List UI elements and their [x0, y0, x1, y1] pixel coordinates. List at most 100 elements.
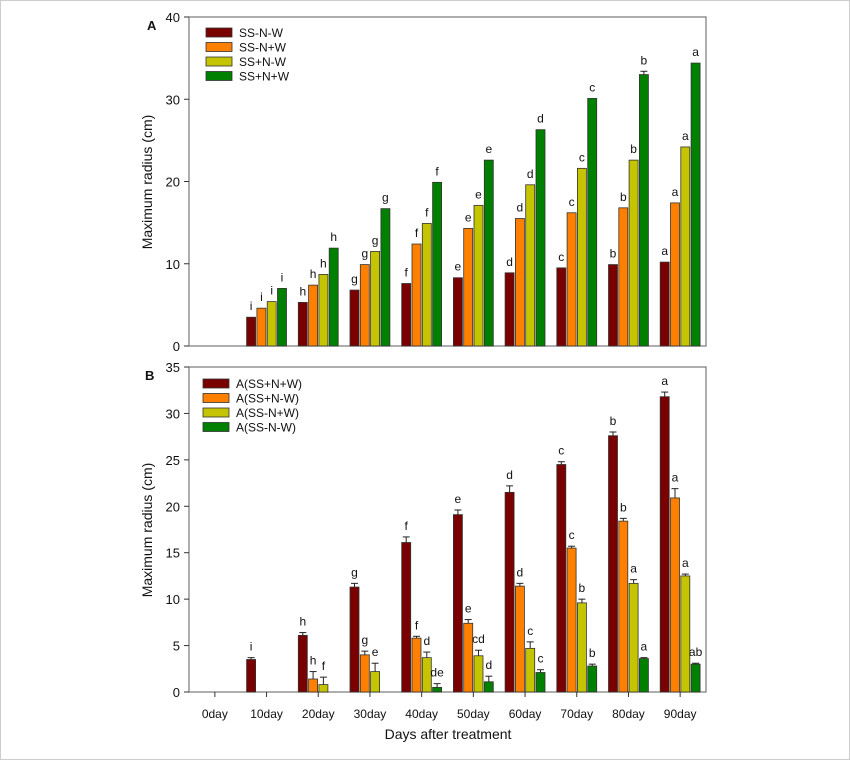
- y-tick-label: 20: [166, 499, 180, 514]
- x-tick-label: 50day: [457, 707, 490, 721]
- bar: [463, 227, 474, 347]
- bar: [452, 514, 463, 693]
- y-tick-label: 30: [166, 92, 180, 107]
- bar: [483, 159, 494, 347]
- bar: [483, 681, 494, 693]
- bar: [535, 129, 546, 347]
- legend-label: A(SS-N+W): [236, 406, 299, 420]
- significance-letter: c: [569, 528, 575, 542]
- bar: [618, 520, 629, 693]
- significance-letter: g: [361, 247, 368, 261]
- significance-letter: b: [620, 190, 627, 204]
- bar: [628, 582, 639, 693]
- significance-letter: f: [405, 519, 409, 533]
- bar: [349, 586, 360, 693]
- legend-swatch: [202, 378, 230, 389]
- bar: [515, 218, 525, 347]
- bar: [680, 146, 691, 347]
- significance-letter: i: [270, 284, 273, 298]
- significance-letter: d: [517, 565, 524, 579]
- x-tick-label: 30day: [354, 707, 387, 721]
- significance-letter: i: [250, 299, 253, 313]
- bar: [297, 634, 308, 693]
- bar: [473, 655, 484, 693]
- bar: [473, 204, 484, 347]
- bar: [659, 261, 670, 347]
- bar: [670, 202, 680, 347]
- significance-letter: h: [310, 654, 317, 668]
- significance-letter: g: [351, 272, 358, 286]
- bar: [504, 272, 515, 347]
- y-tick-label: 5: [173, 639, 180, 654]
- bar: [401, 283, 412, 347]
- significance-letter: c: [538, 652, 544, 666]
- x-tick-label: 90day: [664, 707, 697, 721]
- significance-letter: c: [589, 80, 595, 94]
- significance-letter: e: [455, 260, 462, 274]
- bar: [256, 307, 267, 347]
- legend-label: SS+N-W: [239, 55, 287, 69]
- y-axis-label-b: Maximum radius (cm): [139, 463, 155, 598]
- significance-letter: b: [579, 581, 586, 595]
- bar: [359, 654, 370, 693]
- significance-letter: a: [672, 185, 679, 199]
- bar: [577, 602, 587, 693]
- significance-letter: c: [527, 624, 533, 638]
- bar: [318, 684, 329, 693]
- significance-letter: a: [692, 45, 699, 59]
- bar: [370, 251, 381, 347]
- bar: [690, 62, 701, 347]
- y-tick-label: 0: [173, 685, 180, 700]
- y-tick-label: 30: [166, 406, 180, 421]
- significance-letter: a: [682, 129, 689, 143]
- significance-letter: ab: [689, 645, 703, 659]
- significance-letter: f: [322, 659, 326, 673]
- bar: [452, 277, 463, 347]
- legend-label: A(SS+N-W): [236, 392, 299, 406]
- significance-letter: c: [558, 444, 564, 458]
- bar: [670, 497, 680, 693]
- significance-letter: b: [620, 500, 627, 514]
- panel-label-b: B: [145, 368, 154, 383]
- panel-label-a: A: [147, 18, 157, 33]
- bar: [328, 247, 339, 347]
- bar: [659, 396, 670, 693]
- legend-label: SS-N+W: [239, 41, 287, 55]
- bar: [577, 167, 587, 347]
- bar: [349, 289, 360, 347]
- significance-letter: cd: [472, 632, 485, 646]
- legend-label: SS+N+W: [239, 70, 290, 84]
- bar: [556, 267, 567, 347]
- bar: [308, 284, 319, 347]
- bar: [277, 288, 287, 347]
- significance-letter: h: [299, 615, 306, 629]
- y-tick-label: 10: [166, 257, 180, 272]
- bar: [359, 264, 370, 347]
- x-tick-label: 80day: [612, 707, 645, 721]
- significance-letter: de: [430, 666, 444, 680]
- significance-letter: g: [351, 565, 358, 579]
- bar: [411, 637, 422, 693]
- bar: [608, 264, 618, 347]
- x-axis-label: Days after treatment: [385, 726, 512, 742]
- bar: [318, 274, 329, 347]
- bar: [608, 435, 618, 693]
- significance-letter: a: [630, 562, 637, 576]
- significance-letter: i: [281, 270, 284, 284]
- significance-letter: c: [569, 195, 575, 209]
- significance-letter: b: [610, 247, 617, 261]
- bar: [246, 659, 257, 693]
- significance-letter: e: [475, 187, 482, 201]
- significance-letter: a: [661, 244, 668, 258]
- bar: [432, 181, 443, 347]
- y-tick-label: 15: [166, 546, 180, 561]
- significance-letter: f: [415, 226, 419, 240]
- significance-letter: g: [372, 233, 379, 247]
- bar: [690, 663, 701, 693]
- bar: [266, 301, 277, 347]
- x-tick-label: 20day: [302, 707, 335, 721]
- significance-letter: i: [250, 640, 253, 654]
- y-tick-label: 40: [166, 10, 180, 25]
